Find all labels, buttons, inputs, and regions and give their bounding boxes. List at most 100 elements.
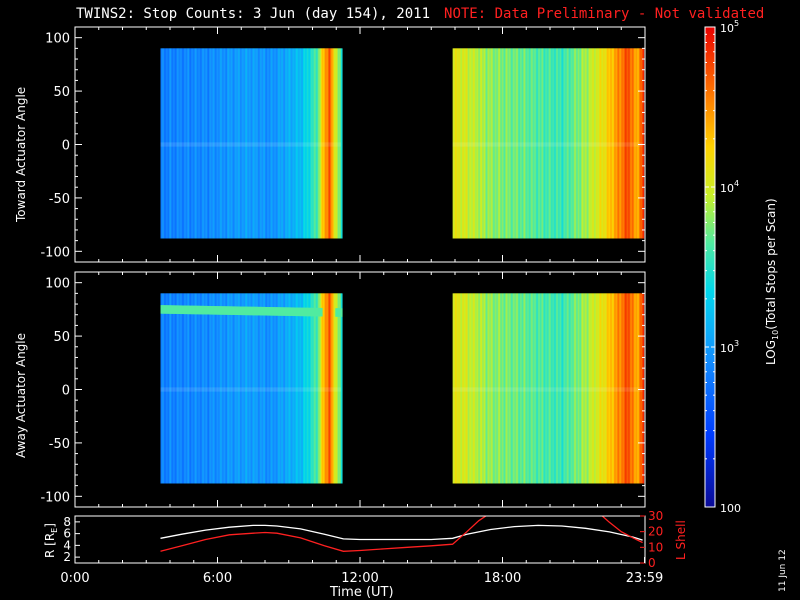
heatmap-column — [340, 293, 342, 484]
heatmap-band-cell — [265, 306, 267, 316]
heatmap-column — [330, 293, 333, 484]
heatmap-band-cell — [244, 306, 246, 316]
heatmap-column — [325, 293, 328, 484]
heatmap-column — [185, 48, 187, 239]
heatmap-column — [531, 48, 534, 239]
heatmap-column — [319, 293, 321, 484]
heatmap-column — [210, 293, 213, 484]
heatmap-column — [313, 48, 315, 239]
heatmap-column — [263, 48, 265, 239]
heatmap-column — [642, 48, 645, 239]
heatmap-column — [570, 293, 572, 484]
heatmap-column — [271, 293, 274, 484]
heatmap-band-cell — [311, 307, 314, 317]
heatmap-band-cell — [317, 307, 319, 317]
heatmap-band-cell — [252, 306, 255, 316]
heatmap-column — [207, 293, 209, 484]
heatmap-column — [275, 48, 277, 239]
heatmap-column — [221, 293, 223, 484]
heatmap-band-cell — [202, 305, 204, 315]
heatmap-column — [317, 48, 319, 239]
heatmap-column — [590, 48, 592, 239]
heatmap-column — [478, 293, 480, 484]
heatmap-band-cell — [255, 306, 258, 316]
heatmap-column — [183, 293, 185, 484]
heatmap-band-cell — [228, 306, 231, 315]
heatmap-column — [293, 293, 296, 484]
heatmap-column — [235, 293, 238, 484]
heatmap-column — [609, 48, 611, 239]
l-shell-line — [601, 516, 643, 544]
heatmap-column — [195, 293, 198, 484]
heatmap-band-cell — [186, 305, 188, 315]
heatmap-column — [569, 48, 572, 239]
heatmap-band-cell — [285, 307, 288, 316]
heatmap-column — [239, 293, 241, 484]
heatmap-column — [503, 48, 506, 239]
heatmap-band-cell — [179, 305, 182, 314]
heatmap-band-cell — [191, 305, 194, 315]
heatmap-column — [540, 293, 543, 484]
heatmap-column — [334, 48, 336, 239]
heatmap-column — [254, 48, 257, 239]
heatmap-column — [280, 48, 282, 239]
heatmap-column — [194, 48, 197, 239]
heatmap-column — [625, 293, 628, 484]
heatmap-column — [466, 48, 469, 239]
heatmap-column — [291, 48, 294, 239]
heatmap-column — [495, 293, 497, 484]
heatmap-column — [298, 293, 300, 484]
figure-title: TWINS2: Stop Counts: 3 Jun (day 154), 20… — [76, 6, 764, 22]
heatmap-column — [468, 293, 471, 484]
heatmap-column — [465, 48, 468, 239]
heatmap-column — [189, 293, 191, 484]
heatmap-band-cell — [214, 306, 217, 315]
heatmap-column — [471, 293, 474, 484]
heatmap-column — [477, 293, 479, 484]
heatmap-column — [462, 48, 464, 239]
heatmap-column — [236, 48, 239, 239]
heatmap-column — [265, 293, 268, 484]
heatmap-column — [600, 48, 603, 239]
heatmap-column — [270, 293, 273, 484]
heatmap-column — [217, 293, 220, 484]
heatmap-column — [521, 48, 523, 239]
heatmap-column — [538, 48, 540, 239]
heatmap-column — [308, 48, 311, 239]
heatmap-column — [586, 293, 589, 484]
heatmap-column — [492, 293, 495, 484]
heatmap-column — [561, 48, 564, 239]
heatmap-band-cell — [250, 306, 253, 316]
heatmap-column — [170, 293, 172, 484]
heatmap-column — [206, 48, 208, 239]
heatmap-column — [475, 293, 477, 484]
heatmap-column — [276, 48, 278, 239]
heatmap-column — [576, 293, 578, 484]
heatmap-column — [493, 48, 496, 239]
heatmap-column — [490, 293, 493, 484]
heatmap-band-cell — [308, 307, 311, 317]
heatmap-column — [230, 48, 233, 239]
heatmap-column — [253, 293, 256, 484]
heatmap-band-cell — [220, 306, 222, 315]
heatmap-column — [629, 293, 631, 484]
heatmap-band-cell — [227, 306, 229, 315]
heatmap-column — [455, 48, 458, 239]
heatmap-column — [594, 293, 596, 484]
heatmap-column — [341, 48, 343, 239]
heatmap-column — [483, 293, 485, 484]
heatmap-column — [497, 48, 499, 239]
heatmap-column — [574, 48, 576, 239]
heatmap-column — [483, 48, 485, 239]
heatmap-column — [188, 48, 190, 239]
heatmap-column — [213, 293, 216, 484]
heatmap-column — [591, 293, 593, 484]
heatmap-band-cell — [299, 307, 301, 317]
heatmap-column — [579, 293, 582, 484]
ytick-label: -50 — [49, 437, 70, 452]
heatmap-column — [540, 48, 543, 239]
heatmap-column — [523, 48, 526, 239]
heatmap-column — [233, 293, 236, 484]
heatmap-column — [266, 48, 269, 239]
heatmap-column — [585, 48, 588, 239]
